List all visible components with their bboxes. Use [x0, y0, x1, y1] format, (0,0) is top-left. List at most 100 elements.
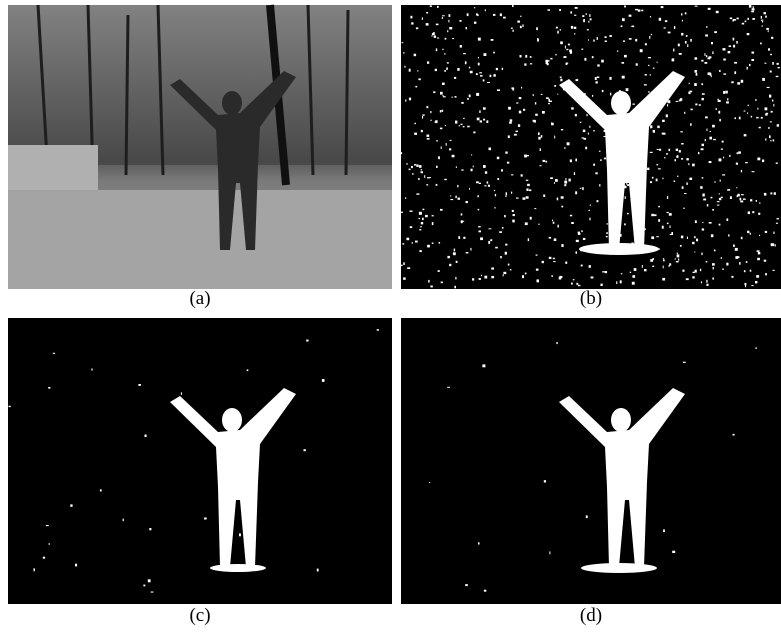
noise-speck: [427, 177, 430, 179]
noise-speck: [433, 35, 437, 38]
noise-speck: [540, 93, 543, 95]
noise-speck: [426, 12, 429, 14]
noise-speck: [729, 196, 732, 199]
noise-speck: [52, 352, 56, 354]
noise-speck: [416, 164, 419, 167]
noise-speck: [750, 199, 753, 202]
noise-speck: [684, 41, 687, 44]
noise-speck: [430, 119, 432, 121]
noise-speck: [472, 165, 474, 168]
noise-speck: [716, 201, 720, 203]
noise-speck: [437, 270, 440, 272]
noise-speck: [694, 236, 696, 239]
noise-speck: [761, 20, 764, 23]
noise-speck: [543, 480, 546, 483]
noise-speck: [663, 259, 665, 262]
noise-speck: [501, 227, 504, 229]
noise-speck: [411, 242, 413, 244]
noise-speck: [444, 70, 446, 72]
noise-speck: [747, 104, 749, 107]
noise-speck: [405, 197, 407, 199]
noise-speck: [704, 139, 706, 142]
noise-speck: [555, 26, 558, 29]
noise-speck: [501, 67, 504, 70]
noise-speck: [676, 252, 678, 255]
noise-speck: [669, 233, 672, 235]
noise-speck: [522, 197, 526, 200]
noise-speck: [493, 13, 496, 16]
noise-speck: [712, 267, 714, 270]
noise-speck: [737, 193, 740, 197]
noise-speck: [743, 270, 746, 273]
noise-speck: [635, 63, 638, 66]
noise-speck: [452, 38, 454, 40]
noise-speck: [420, 129, 423, 133]
noise-speck: [570, 25, 574, 29]
noise-speck: [529, 56, 532, 58]
noise-speck: [425, 214, 428, 218]
noise-speck: [595, 172, 598, 175]
noise-speck: [652, 67, 655, 69]
noise-speck: [445, 178, 447, 181]
noise-speck: [650, 259, 654, 262]
noise-speck: [449, 263, 452, 267]
noise-speck: [520, 15, 522, 18]
noise-speck: [529, 63, 533, 65]
noise-speck: [574, 33, 576, 35]
noise-speck: [303, 449, 306, 452]
noise-speck: [479, 110, 481, 113]
noise-speck: [662, 258, 665, 260]
noise-speck: [524, 154, 527, 158]
noise-speck: [718, 223, 721, 226]
noise-speck: [516, 102, 519, 104]
noise-speck: [686, 182, 688, 185]
noise-speck: [600, 159, 602, 161]
noise-speck: [147, 579, 151, 583]
noise-speck: [767, 30, 769, 33]
noise-speck: [575, 158, 577, 162]
noise-speck: [495, 246, 498, 249]
noise-speck: [604, 36, 607, 38]
noise-speck: [568, 178, 571, 182]
noise-speck: [572, 279, 575, 281]
noise-speck: [511, 87, 515, 90]
noise-speck: [494, 207, 496, 209]
noise-speck: [723, 73, 727, 75]
noise-speck: [751, 59, 755, 61]
noise-speck: [712, 124, 715, 128]
noise-speck: [750, 115, 753, 118]
noise-speck: [426, 138, 430, 140]
noise-speck: [588, 20, 590, 23]
noise-speck: [668, 265, 670, 267]
noise-speck: [557, 30, 559, 34]
noise-speck: [734, 247, 738, 251]
noise-speck: [720, 148, 723, 150]
noise-speck: [48, 387, 51, 389]
noise-speck: [488, 240, 491, 244]
noise-speck: [722, 48, 726, 51]
noise-speck: [653, 214, 657, 217]
noise-speck: [694, 269, 697, 273]
noise-speck: [460, 213, 463, 216]
noise-speck: [732, 37, 735, 41]
noise-speck: [739, 262, 741, 265]
noise-speck: [764, 230, 768, 233]
noise-speck: [772, 99, 774, 102]
noise-speck: [470, 168, 473, 172]
noise-speck: [537, 38, 539, 42]
noise-speck: [686, 236, 688, 239]
noise-speck: [769, 94, 772, 98]
noise-speck: [478, 182, 481, 184]
noise-speck: [564, 45, 566, 49]
noise-speck: [690, 38, 692, 42]
noise-speck: [738, 151, 741, 154]
noise-speck: [532, 119, 535, 122]
noise-speck: [740, 236, 743, 240]
noise-speck: [505, 192, 507, 196]
noise-speck: [755, 281, 758, 284]
noise-speck: [524, 63, 527, 66]
noise-speck: [499, 231, 502, 233]
noise-speck: [667, 100, 671, 104]
noise-speck: [706, 283, 709, 286]
noise-speck: [587, 132, 589, 135]
